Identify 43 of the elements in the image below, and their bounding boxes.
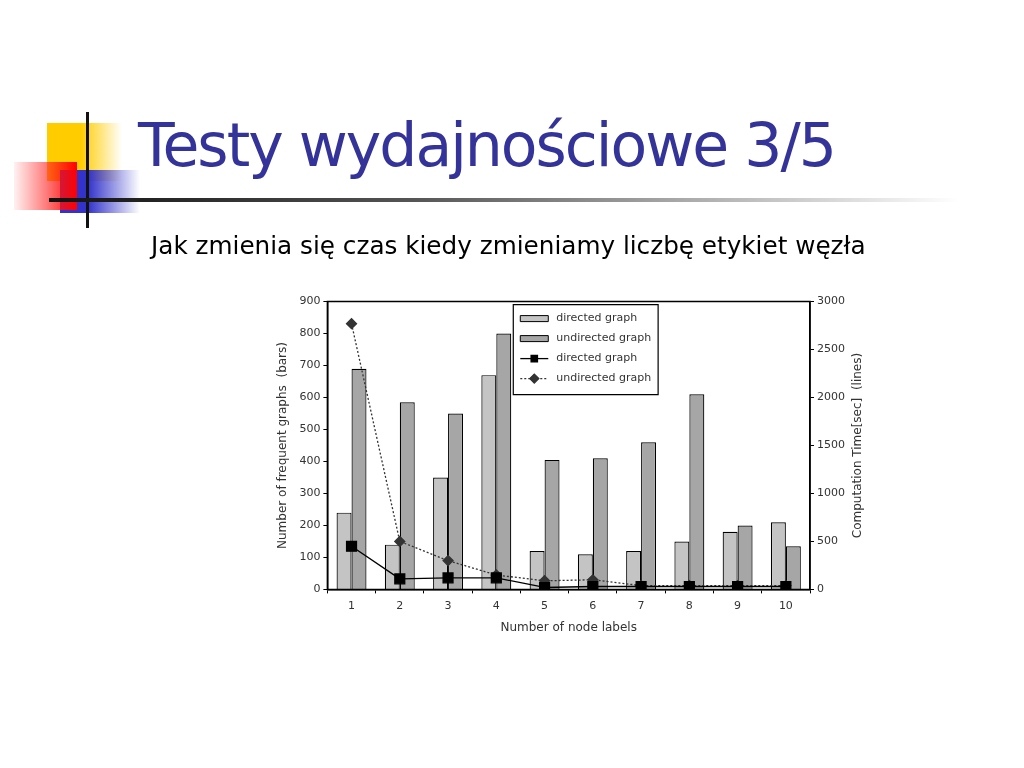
y-tick-label: 600 (299, 390, 321, 404)
y-tick-label: 500 (299, 422, 321, 436)
x-tick-label: 5 (541, 598, 549, 612)
y2-tick-label: 0 (817, 582, 825, 596)
x-axis-title: Number of node labels (500, 619, 637, 634)
y2-tick-label: 1000 (817, 486, 846, 500)
y-tick-label: 900 (299, 294, 321, 308)
point (345, 318, 358, 330)
x-tick-label: 3 (444, 598, 452, 612)
point (394, 535, 406, 548)
y-axis-title: Number of frequent graphs (bars) (275, 342, 290, 549)
chart-title: Testy wydajnościowe 3/5 (138, 110, 835, 180)
y2-tick-label: 500 (817, 534, 839, 548)
x-tick-label: 8 (685, 598, 693, 612)
x-tick-label: 9 (734, 598, 742, 612)
y-tick-label: 100 (299, 550, 321, 564)
x-tick-label: 7 (637, 598, 645, 612)
y2-tick-label: 1500 (817, 438, 846, 452)
x-tick-label: 6 (589, 598, 597, 612)
y-tick-label: 700 (299, 358, 321, 372)
point (394, 573, 406, 585)
y2-tick-label: 2000 (817, 390, 846, 404)
y-tick-label: 200 (299, 518, 321, 532)
y2-axis-title: Computation Time[sec] (lines) (850, 352, 865, 539)
point (587, 580, 599, 590)
y-tick-label: 400 (299, 454, 321, 468)
point (442, 554, 454, 567)
chart-subtitle: Jak zmienia się czas kiedy zmieniamy liczbę etykiet węzła (151, 231, 866, 260)
legend-label: undirected graph (556, 331, 652, 345)
legend-label: directed graph (556, 311, 638, 325)
point (442, 572, 454, 584)
x-tick-label: 2 (396, 598, 404, 612)
y2-tick-label: 3000 (817, 294, 846, 308)
point (345, 540, 358, 552)
legend-label: directed graph (556, 351, 638, 365)
x-tick-label: 10 (778, 598, 793, 612)
x-tick-label: 4 (492, 598, 500, 612)
y2-tick-label: 2500 (817, 342, 846, 356)
y-tick-label: 0 (313, 582, 321, 596)
x-tick-label: 1 (348, 598, 356, 612)
y-tick-label: 800 (299, 326, 321, 340)
legend-label: undirected graph (556, 371, 652, 385)
y-tick-label: 300 (299, 486, 321, 500)
